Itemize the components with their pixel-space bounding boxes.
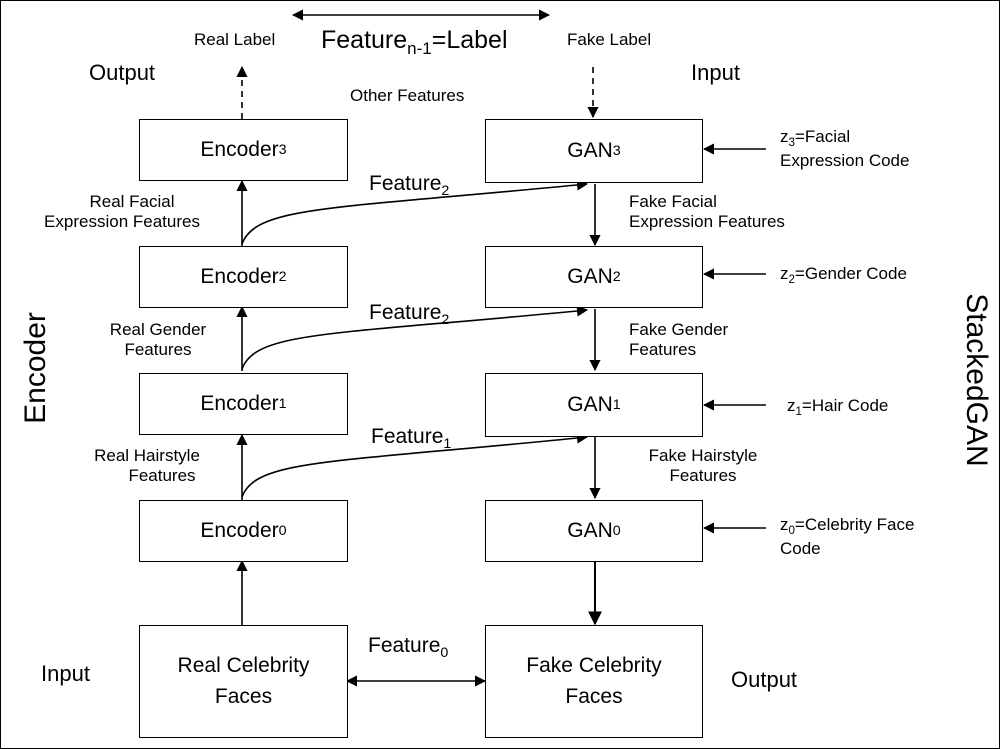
stackedgan-side-title: StackedGAN [960, 293, 993, 467]
real-facial-line2: Expression Features [44, 212, 200, 232]
real-label-text: Real Label [194, 30, 276, 49]
fake-facial-features-label: Fake Facial Expression Features [629, 192, 785, 233]
real-faces-box: Real Celebrity Faces [139, 625, 348, 738]
curve-feature-encoder3-gan3 [241, 179, 589, 245]
fake-hair-line2: Features [669, 466, 737, 486]
encoder3-label: Encoder [200, 137, 279, 161]
fake-hairstyle-features-label: Fake Hairstyle Features [633, 446, 773, 487]
real-hair-line2: Features [128, 466, 196, 486]
fake-faces-line1: Fake Celebrity [526, 654, 662, 678]
gan2-box: GAN 2 [485, 246, 703, 308]
output-top-label: Output [89, 60, 156, 85]
feature1-label: Feature1 [371, 424, 451, 453]
encoder1-subscript: 1 [278, 395, 287, 412]
feature0-label: Feature0 [368, 633, 448, 662]
feature-top-base: Feature [321, 26, 408, 54]
feature2-upper-label: Feature2 [369, 171, 449, 200]
gan1-label: GAN [567, 392, 613, 416]
gan1-box: GAN 1 [485, 373, 703, 437]
fake-label-text: Fake Label [567, 30, 652, 49]
gan1-subscript: 1 [612, 396, 621, 413]
feature-b-subscript: 2 [441, 311, 450, 328]
input-top-label: Input [691, 60, 740, 85]
z3-subscript: 3 [788, 137, 795, 150]
z0-line2: Code [780, 538, 821, 558]
z2-code-label: z2=Gender Code [780, 264, 907, 288]
real-hairstyle-features-label: Real Hairstyle Features [77, 446, 217, 487]
encoder0-subscript: 0 [278, 522, 287, 539]
encoder2-subscript: 2 [278, 268, 287, 285]
z3-code-label: z3=Facial Expression Code [780, 127, 909, 171]
real-gender-line1: Real Gender [109, 320, 207, 339]
feature-top-subscript: n-1 [407, 38, 432, 58]
z1-subscript: 1 [795, 406, 802, 419]
encoder2-box: Encoder 2 [139, 246, 348, 308]
feature-top-suffix: =Label [431, 26, 508, 54]
z2-base: z [780, 264, 789, 283]
z1-suffix: =Hair Code [801, 396, 889, 415]
encoder1-box: Encoder 1 [139, 373, 348, 435]
fake-facial-line1: Fake Facial [629, 192, 717, 211]
fake-faces-line2: Faces [565, 684, 623, 708]
real-gender-line2: Features [124, 340, 192, 360]
z3-line2: Expression Code [780, 150, 910, 170]
feature-a-subscript: 2 [441, 182, 450, 199]
z1-code-label: z1=Hair Code [787, 396, 888, 420]
curve-feature-encoder2-gan2 [241, 305, 589, 370]
real-facial-line1: Real Facial [89, 192, 175, 211]
fake-hair-line1: Fake Hairstyle [648, 446, 758, 465]
z0-suffix: =Celebrity Face [794, 515, 915, 534]
encoder3-subscript: 3 [278, 141, 287, 158]
output-bottom-label: Output [731, 667, 798, 692]
z3-suffix: =Facial [794, 127, 851, 146]
encoder1-label: Encoder [200, 391, 279, 415]
encoder2-label: Encoder [200, 264, 279, 288]
feature-b-base: Feature [369, 301, 442, 324]
gan3-subscript: 3 [612, 142, 621, 159]
fake-gender-line1: Fake Gender [629, 320, 729, 339]
encoder0-box: Encoder 0 [139, 500, 348, 562]
fake-faces-box: Fake Celebrity Faces [485, 625, 703, 738]
real-hair-line1: Real Hairstyle [94, 446, 200, 465]
feature2-lower-label: Feature2 [369, 300, 449, 329]
z1-base: z [787, 396, 796, 415]
z0-base: z [780, 515, 789, 534]
z3-base: z [780, 127, 789, 146]
input-bottom-label: Input [41, 661, 90, 686]
gan2-subscript: 2 [612, 268, 621, 285]
feature-d-subscript: 0 [440, 644, 449, 661]
encoder3-box: Encoder 3 [139, 119, 348, 181]
gan0-label: GAN [567, 518, 613, 542]
gan0-box: GAN 0 [485, 500, 703, 562]
fake-gender-features-label: Fake Gender Features [629, 320, 728, 361]
gan3-label: GAN [567, 138, 613, 162]
feature-c-base: Feature [371, 425, 444, 448]
gan0-subscript: 0 [612, 522, 621, 539]
encoder-side-title: Encoder [19, 312, 52, 424]
real-facial-features-label: Real Facial Expression Features [27, 192, 217, 233]
z0-code-label: z0=Celebrity Face Code [780, 515, 914, 559]
other-features-label: Other Features [350, 86, 465, 105]
fake-facial-line2: Expression Features [629, 212, 785, 232]
encoder0-label: Encoder [200, 518, 279, 542]
real-faces-line2: Faces [214, 684, 273, 708]
feature-d-base: Feature [368, 634, 441, 657]
gan3-box: GAN 3 [485, 119, 703, 183]
gan2-label: GAN [567, 264, 613, 288]
z0-subscript: 0 [788, 525, 795, 538]
feature-c-subscript: 1 [443, 435, 452, 452]
real-gender-features-label: Real Gender Features [93, 320, 223, 361]
z2-suffix: =Gender Code [794, 264, 907, 283]
fake-gender-line2: Features [629, 340, 697, 360]
real-faces-line1: Real Celebrity [177, 654, 310, 678]
feature-label-equation: Featuren-1=Label [321, 25, 508, 59]
curve-feature-encoder1-gan1 [241, 432, 589, 498]
z2-subscript: 2 [788, 274, 795, 287]
feature-a-base: Feature [369, 172, 442, 195]
